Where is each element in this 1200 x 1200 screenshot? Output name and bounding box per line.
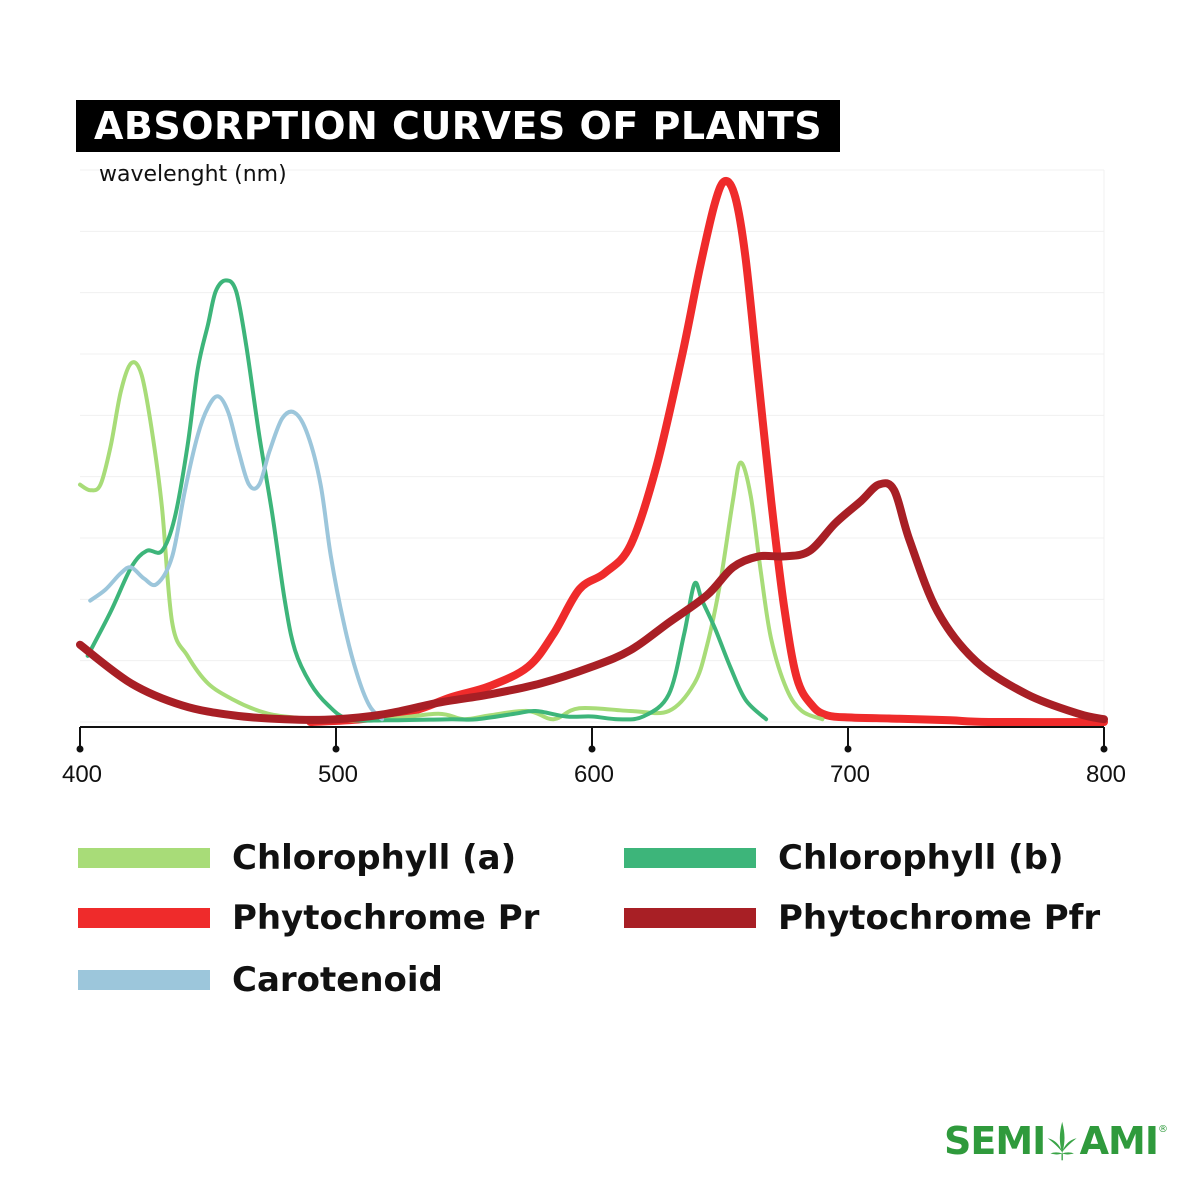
legend-item-phytochrome-pfr: Phytochrome Pfr (624, 890, 1100, 946)
chart-legend: Chlorophyll (a) Chlorophyll (b) Phytochrom… (78, 830, 1138, 1020)
x-tick-dot (844, 745, 852, 753)
legend-item-phytochrome-pr: Phytochrome Pr (78, 890, 539, 946)
registered-mark: ® (1158, 1124, 1168, 1135)
series-line-phytochrome-pfr (76, 479, 1108, 724)
legend-label: Chlorophyll (b) (778, 838, 1064, 878)
chart-grid (80, 169, 1105, 723)
x-tick-dot (1100, 745, 1108, 753)
legend-swatch (624, 908, 756, 928)
chart-series-group (76, 176, 1108, 727)
legend-swatch (78, 970, 210, 990)
legend-item-chlorophyll-a: Chlorophyll (a) (78, 830, 516, 886)
x-tick-dot (332, 745, 340, 753)
brand-name-left: SEMI (944, 1119, 1046, 1163)
x-tick-dot (588, 745, 596, 753)
legend-swatch (78, 848, 210, 868)
x-tick-label: 800 (1086, 761, 1126, 788)
brand-logo: SEMI AMI ® (944, 1108, 1168, 1174)
series-line-chlorophyll-b (85, 278, 769, 723)
legend-label: Phytochrome Pfr (778, 898, 1101, 938)
brand-name-right: AMI (1079, 1119, 1159, 1163)
x-tick-label: 700 (830, 761, 870, 788)
legend-label: Phytochrome Pr (232, 898, 540, 938)
x-axis-label: wavelenght (nm) (99, 162, 287, 187)
chart-title-box: ABSORPTION CURVES OF PLANTS (76, 100, 841, 152)
legend-label: Carotenoid (232, 960, 443, 1000)
x-tick-dot (76, 745, 84, 753)
x-tick-label: 400 (62, 761, 102, 788)
series-line-phytochrome-pr (306, 176, 1108, 727)
legend-label: Chlorophyll (a) (232, 838, 517, 878)
series-line-carotenoid (88, 394, 385, 722)
x-tick-label: 500 (318, 761, 358, 788)
legend-swatch (624, 848, 756, 868)
chart-title: ABSORPTION CURVES OF PLANTS (94, 104, 823, 148)
legend-item-chlorophyll-b: Chlorophyll (b) (624, 830, 1064, 886)
legend-swatch (78, 908, 210, 928)
x-tick-label: 600 (574, 761, 614, 788)
series-line-chlorophyll-a (78, 360, 825, 723)
chart-x-axis: 400 500 600 700 800 (62, 726, 1126, 788)
cannabis-leaf-icon (1047, 1121, 1077, 1161)
legend-item-carotenoid: Carotenoid (78, 952, 443, 1008)
